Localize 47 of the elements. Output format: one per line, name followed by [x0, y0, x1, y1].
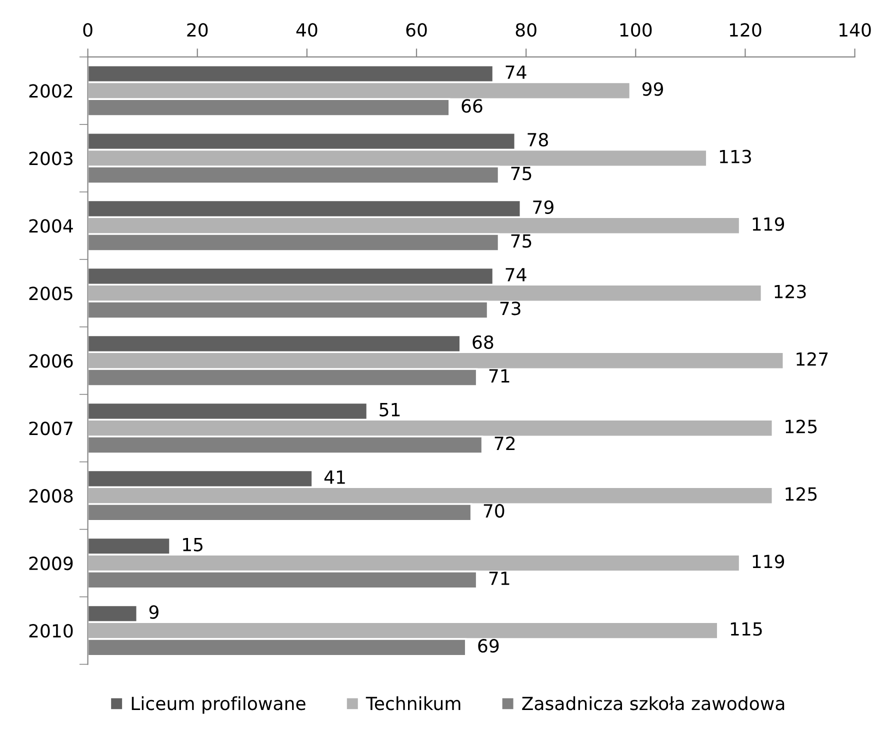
y-tick-label: 2005: [29, 286, 72, 300]
data-label: 71: [489, 572, 510, 585]
data-label: 79: [533, 200, 554, 214]
data-label: 125: [786, 487, 817, 501]
data-label: 123: [774, 284, 806, 298]
data-label: 113: [720, 150, 751, 164]
x-tick-label: 120: [730, 23, 762, 37]
data-label: 71: [489, 369, 510, 382]
data-label: 74: [506, 268, 526, 282]
data-label: 66: [462, 99, 482, 113]
data-label: 75: [511, 234, 532, 248]
data-label: 115: [730, 622, 762, 636]
legend-label: Liceum profilowane: [132, 696, 306, 714]
y-tick-label: 2009: [29, 556, 73, 570]
data-label: 125: [786, 420, 817, 434]
data-label: 69: [478, 639, 499, 653]
data-label: 15: [183, 538, 202, 552]
y-tick-label: 2004: [29, 219, 73, 233]
y-tick-label: 2007: [29, 422, 72, 436]
data-label: 78: [528, 132, 548, 147]
data-label: 9: [149, 605, 158, 619]
y-tick-label: 2003: [29, 152, 72, 166]
data-label: 41: [324, 470, 345, 484]
x-tick-label: 60: [406, 23, 427, 37]
legend-label: Technikum: [366, 696, 460, 710]
y-tick-label: 2006: [29, 354, 73, 368]
data-label: 127: [796, 352, 828, 366]
data-label: 99: [642, 82, 663, 96]
data-label: 73: [500, 302, 520, 316]
data-label: 74: [506, 66, 526, 79]
data-label: 70: [484, 504, 504, 518]
data-label: 75: [511, 166, 532, 180]
legend-label: Zasadnicza szkoła zawodowa: [522, 696, 784, 710]
y-tick-label: 2010: [29, 624, 73, 638]
data-label: 119: [752, 217, 784, 231]
x-tick-label: 0: [83, 23, 92, 37]
data-label: 119: [752, 554, 784, 568]
x-tick-label: 100: [620, 23, 652, 37]
x-tick-label: 20: [187, 23, 208, 37]
data-label: 51: [380, 403, 400, 416]
y-tick-label: 2008: [29, 489, 73, 503]
x-tick-label: 80: [516, 23, 536, 37]
data-label: 68: [472, 335, 494, 349]
y-tick-label: 2002: [29, 84, 72, 98]
x-tick-label: 40: [296, 23, 318, 37]
x-tick-label: 140: [840, 23, 871, 37]
data-label: 72: [494, 436, 515, 450]
